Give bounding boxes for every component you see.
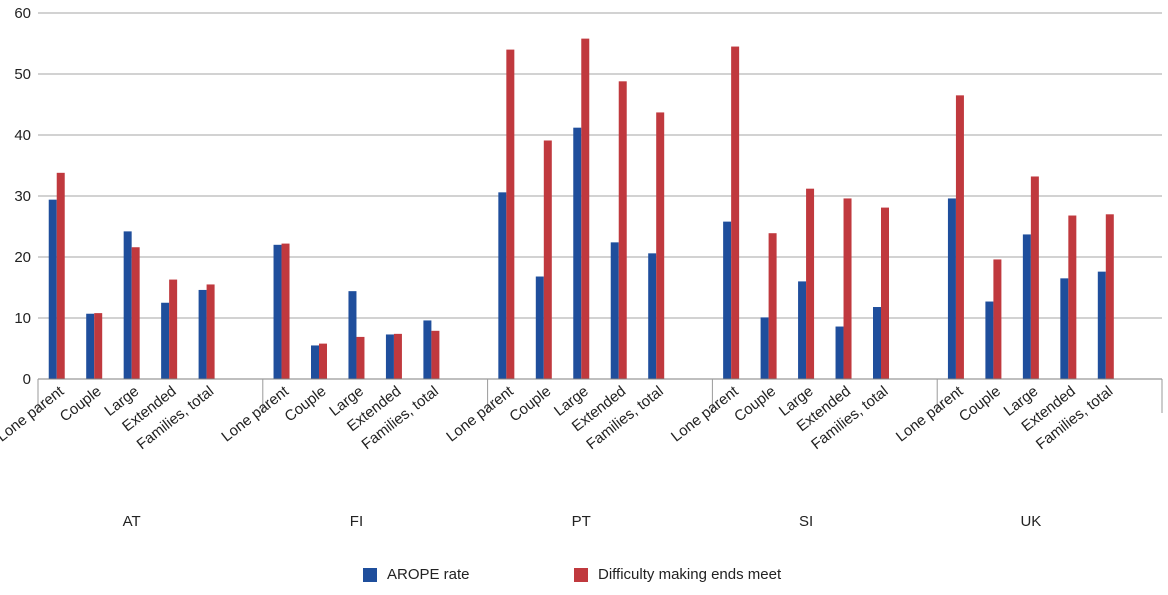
bar-difficulty xyxy=(768,233,777,379)
bar-difficulty xyxy=(1105,214,1114,379)
y-axis-ticks: 0 10 20 30 40 50 60 xyxy=(14,5,31,388)
category-label: Couple xyxy=(282,383,330,426)
bar-arope xyxy=(535,276,544,379)
bar-arope xyxy=(385,334,394,379)
category-label: Couple xyxy=(57,383,105,426)
legend: AROPE rate Difficulty making ends meet xyxy=(0,566,1168,588)
bar-difficulty xyxy=(1030,176,1039,379)
category-label: Couple xyxy=(731,383,779,426)
bar-difficulty xyxy=(431,330,440,379)
bar-arope xyxy=(648,253,657,379)
y-tick-label: 60 xyxy=(14,5,31,22)
bars xyxy=(48,38,1114,380)
bar-difficulty xyxy=(843,198,852,379)
bar-difficulty xyxy=(169,279,178,379)
category-labels: Lone parentCoupleLargeExtendedFamilies, … xyxy=(0,382,1116,453)
bar-arope xyxy=(1060,278,1069,379)
bar-arope xyxy=(610,242,619,379)
bar-difficulty xyxy=(881,207,889,379)
y-tick-label: 10 xyxy=(14,310,31,327)
bar-difficulty xyxy=(993,259,1002,379)
legend-label-arope: AROPE rate xyxy=(387,566,470,583)
y-tick-label: 50 xyxy=(14,66,31,83)
bar-difficulty xyxy=(393,333,402,379)
bar-difficulty xyxy=(1068,215,1077,379)
legend-label-difficulty: Difficulty making ends meet xyxy=(598,566,782,583)
bar-arope xyxy=(760,317,769,379)
bar-difficulty xyxy=(281,243,290,379)
bar-arope xyxy=(947,198,956,379)
bar-difficulty xyxy=(56,172,65,379)
bar-difficulty xyxy=(319,343,327,379)
bar-arope xyxy=(123,231,132,379)
gridlines xyxy=(38,12,1162,319)
bar-arope xyxy=(86,313,95,379)
legend-swatch-difficulty xyxy=(574,567,588,582)
group-label: SI xyxy=(799,513,813,530)
bar-difficulty xyxy=(806,188,815,379)
bar-difficulty xyxy=(731,46,740,380)
y-tick-label: 30 xyxy=(14,188,31,205)
legend-item-arope: AROPE rate xyxy=(363,566,470,583)
bar-arope xyxy=(498,192,507,379)
bar-difficulty xyxy=(356,336,365,379)
category-label: Lone parent xyxy=(443,382,517,445)
bar-arope xyxy=(198,289,207,379)
bar-difficulty xyxy=(656,112,665,380)
bar-difficulty xyxy=(543,140,552,379)
bar-arope xyxy=(423,320,432,379)
bar-difficulty xyxy=(206,284,215,379)
legend-item-difficulty: Difficulty making ends meet xyxy=(574,566,781,583)
bar-arope xyxy=(873,307,881,379)
bar-difficulty xyxy=(955,95,964,379)
bar-arope xyxy=(311,345,319,379)
bar-difficulty xyxy=(581,38,590,380)
group-label: FI xyxy=(350,513,363,530)
bar-arope xyxy=(1097,271,1106,379)
category-label: Couple xyxy=(506,383,554,426)
bar-arope xyxy=(1022,234,1031,379)
bar-chart: 0 10 20 30 40 50 60 Lone parentCoupleLargeExte… xyxy=(0,5,1163,530)
category-label: Lone parent xyxy=(218,382,292,445)
y-tick-label: 20 xyxy=(14,249,31,266)
bar-arope xyxy=(348,291,357,379)
x-axis xyxy=(37,378,1163,413)
bar-difficulty xyxy=(506,49,515,379)
legend-swatch-arope xyxy=(363,567,377,582)
category-label: Lone parent xyxy=(893,382,967,445)
y-tick-label: 40 xyxy=(14,127,31,144)
group-label: AT xyxy=(123,513,141,530)
bar-arope xyxy=(985,301,994,379)
bar-arope xyxy=(798,281,807,379)
category-label: Lone parent xyxy=(668,382,742,445)
group-label: PT xyxy=(572,513,591,530)
bar-difficulty xyxy=(94,313,103,379)
bar-difficulty xyxy=(131,247,140,379)
bar-arope xyxy=(835,326,844,379)
group-label: UK xyxy=(1020,513,1041,530)
bar-arope xyxy=(723,221,732,379)
bar-arope xyxy=(273,244,282,379)
category-label: Couple xyxy=(956,383,1004,426)
bar-arope xyxy=(161,302,170,379)
bar-arope xyxy=(48,199,57,379)
group-labels: AT FI PT SI UK xyxy=(123,513,1042,530)
bar-difficulty xyxy=(618,81,627,379)
bar-arope xyxy=(573,127,582,380)
y-tick-label: 0 xyxy=(23,371,31,388)
